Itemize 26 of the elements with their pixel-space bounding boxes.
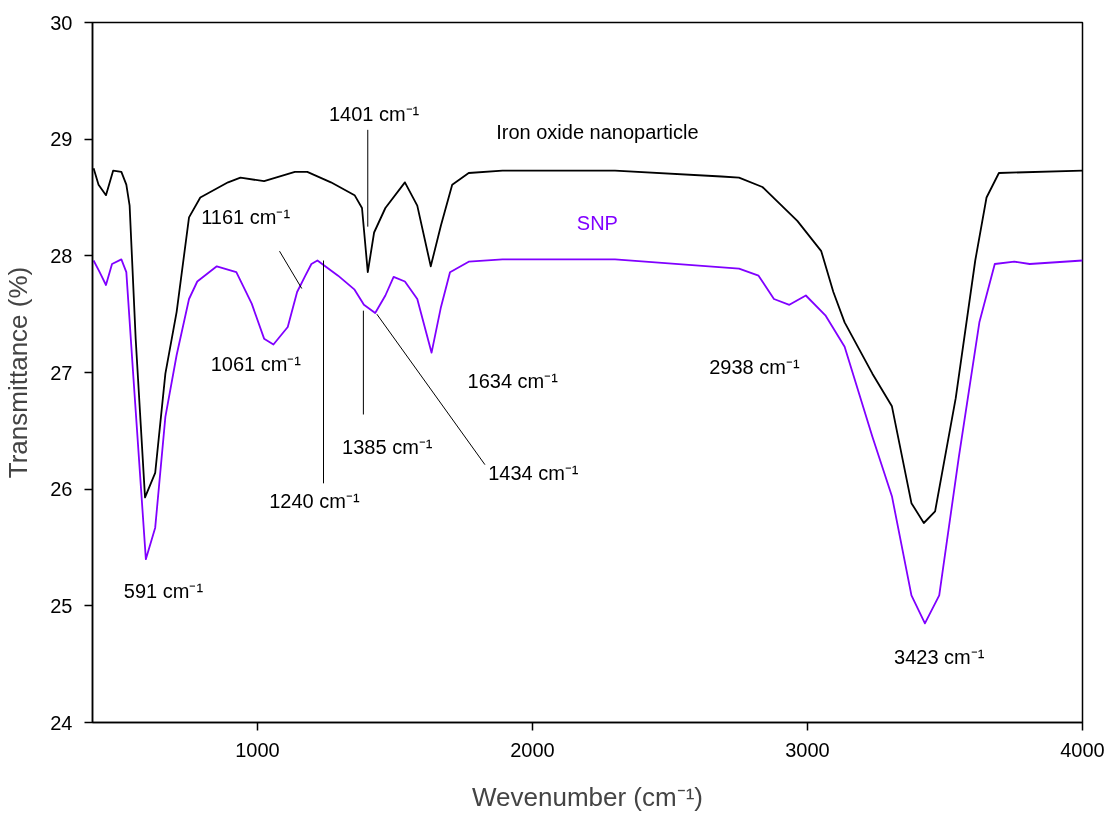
y-tick-label: 24: [50, 711, 73, 734]
annotation: 1385 cm⁻¹: [342, 436, 433, 459]
annotation: 3423 cm⁻¹: [894, 646, 985, 669]
annotation: 1401 cm⁻¹: [328, 102, 420, 125]
annotation: 591 cm⁻¹: [123, 579, 204, 602]
annotation: 1240 cm⁻¹: [269, 489, 360, 512]
y-tick-label: 28: [50, 244, 73, 267]
line-series: [92, 258, 1083, 625]
x-axis-title: Wevenumber (cm⁻¹): [472, 781, 704, 812]
x-tick-label: 1000: [235, 738, 280, 761]
series-label: Iron oxide nanoparticle: [496, 120, 699, 143]
annotation: 1061 cm⁻¹: [210, 353, 302, 376]
annotation: 1161 cm⁻¹: [201, 206, 291, 229]
y-tick-label: 25: [50, 594, 73, 617]
series-label: SNP: [576, 211, 618, 234]
y-tick-label: 29: [50, 128, 73, 151]
y-tick-label: 27: [50, 361, 73, 384]
annotation: 1634 cm⁻¹: [467, 369, 559, 392]
x-tick-label: 3000: [785, 738, 830, 761]
y-tick-label: 30: [50, 11, 73, 34]
y-axis-title: Transmittance (%): [3, 266, 34, 479]
x-tick-label: 2000: [510, 738, 555, 761]
x-tick-label: 4000: [1060, 738, 1105, 761]
annotation: 1434 cm⁻¹: [488, 461, 579, 484]
y-tick-label: 26: [50, 478, 73, 501]
annotation: 2938 cm⁻¹: [709, 355, 800, 378]
